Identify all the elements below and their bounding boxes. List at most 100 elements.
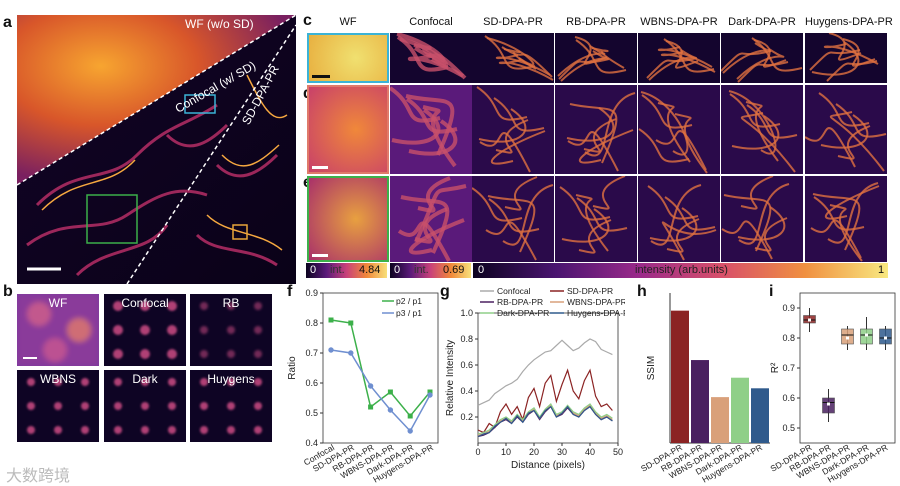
panel-b-image-wf — [17, 294, 99, 366]
cb-confocal-min: 0 — [394, 264, 401, 276]
chart-f-ytick-label: 0.7 — [305, 348, 318, 358]
chart-h: SSIMSD-DPA-PRRB-DPA-PRWBNS-DPA-PRDark-DP… — [639, 293, 770, 485]
panel-b-image-rb — [190, 294, 272, 366]
chart-f-ylabel: Ratio — [287, 356, 298, 380]
chart-g-ytick-label: 0.8 — [460, 334, 473, 344]
chart-i-mean — [808, 318, 811, 322]
chart-i-ytick-label: 0.7 — [782, 363, 795, 373]
chart-f-point — [348, 320, 354, 326]
cb-main-min: 0 — [478, 264, 485, 276]
chart-i-mean — [884, 336, 887, 340]
chart-f-series-line — [330, 319, 431, 418]
tile-row2-wbns-dpa-pr — [638, 176, 720, 262]
panel-b-image-dark — [104, 370, 186, 442]
column-header-dark-dpa-pr: Dark-DPA-PR — [728, 16, 796, 28]
chart-h-bar — [691, 360, 709, 443]
panel-label-g: g — [440, 283, 450, 300]
tile-row2-wf — [307, 176, 389, 262]
chart-g-xlabel: Distance (pixels) — [511, 460, 585, 471]
cb-confocal-label: int. — [414, 264, 429, 276]
panel-b-image-confocal — [104, 294, 186, 366]
chart-f-legend-label: p3 / p1 — [396, 308, 422, 318]
chart-i-mean — [865, 333, 868, 337]
chart-g-ytick-label: 0.2 — [460, 412, 473, 422]
tile-row0-dark-dpa-pr — [721, 33, 803, 83]
chart-i-ytick-label: 0.9 — [782, 303, 795, 313]
panel-label-c: c — [303, 12, 312, 29]
panel-label-i: i — [769, 283, 774, 300]
cb-main-max: 1 — [878, 264, 885, 276]
tile-row0-sd-dpa-pr — [472, 33, 554, 83]
chart-f-point — [407, 413, 413, 419]
chart-g-series-line — [477, 338, 613, 406]
chart-g-xtick-label: 30 — [557, 447, 567, 457]
chart-f-frame — [322, 292, 439, 444]
tile-row2-sd-dpa-pr — [472, 176, 554, 262]
chart-f-ytick-label: 0.8 — [305, 318, 318, 328]
tile-row2-confocal — [390, 176, 472, 262]
chart-g-xtick-label: 40 — [585, 447, 595, 457]
chart-i-ytick-label: 0.8 — [782, 333, 795, 343]
chart-i-mean — [846, 336, 849, 340]
panel-b-label: WF — [48, 296, 68, 310]
chart-h-bar — [731, 377, 749, 443]
cb-confocal-max: 0.69 — [443, 264, 465, 276]
chart-g-legend-label: Huygens-DPA-PR — [567, 308, 625, 318]
panel-b-label: Confocal — [121, 296, 169, 310]
column-header-rb-dpa-pr: RB-DPA-PR — [566, 16, 626, 28]
tile-row1-wbns-dpa-pr — [638, 85, 720, 174]
chart-g-ytick-label: 0.6 — [460, 360, 473, 370]
tile-row2-huygens-dpa-pr — [805, 176, 887, 262]
chart-g-series-line — [477, 405, 613, 438]
chart-i-mean — [827, 402, 830, 406]
column-header-huygens-dpa-pr: Huygens-DPA-PR — [805, 16, 893, 28]
tile-row1-confocal — [390, 85, 472, 174]
chart-i-ytick-label: 0.5 — [782, 423, 795, 433]
column-header-sd-dpa-pr: SD-DPA-PR — [483, 16, 543, 28]
chart-h-bar — [711, 397, 729, 443]
chart-f-series-line — [330, 349, 431, 433]
chart-i: 0.50.60.70.80.9R²SD-DPA-PRRB-DPA-PRWBNS-… — [770, 292, 896, 485]
chart-f-point — [427, 389, 433, 395]
cb-main-label: intensity (arb.units) — [635, 264, 728, 276]
chart-f-ytick-label: 0.5 — [305, 408, 318, 418]
chart-g-series-line — [477, 368, 613, 434]
panel-b-label: Dark — [132, 372, 158, 386]
tile-row2-rb-dpa-pr — [555, 176, 637, 262]
tile-row0-wf — [307, 33, 389, 83]
chart-g-legend-label: Confocal — [497, 286, 531, 296]
chart-f: 0.40.50.60.70.80.9RatioConfocalSD-DPA-PR… — [287, 288, 439, 485]
chart-g-ytick-label: 1.0 — [460, 308, 473, 318]
column-header-wbns-dpa-pr: WBNS-DPA-PR — [640, 16, 718, 28]
cb-wf-label: int. — [330, 264, 345, 276]
tile-row0-huygens-dpa-pr — [805, 33, 887, 83]
chart-h-ylabel: SSIM — [646, 356, 657, 380]
chart-f-point — [407, 428, 413, 434]
tile-row1-dark-dpa-pr — [721, 85, 803, 174]
colorbar-wf — [306, 263, 387, 278]
chart-g-xtick-label: 10 — [501, 447, 511, 457]
chart-h-bar — [671, 310, 689, 443]
chart-f-point — [368, 404, 374, 410]
chart-g-ytick-label: 0.4 — [460, 386, 473, 396]
column-header-wf: WF — [339, 16, 357, 28]
chart-g-frame — [477, 312, 619, 444]
colorbar-confocal — [390, 263, 471, 278]
cb-wf-min: 0 — [310, 264, 317, 276]
tile-row1-huygens-dpa-pr — [805, 85, 887, 174]
chart-f-point — [328, 317, 334, 323]
chart-f-point — [427, 392, 433, 398]
tile-row1-sd-dpa-pr — [472, 85, 554, 174]
chart-i-ylabel: R² — [770, 362, 781, 373]
colorbar-main — [473, 263, 888, 278]
chart-g-legend-label: SD-DPA-PR — [567, 286, 613, 296]
panel-b-label: RB — [222, 296, 240, 310]
chart-f-ytick-label: 0.9 — [305, 288, 318, 298]
panel-a-image — [17, 15, 296, 284]
chart-g-series-line — [477, 403, 613, 435]
panel-b-image-wbns — [17, 370, 99, 442]
panel-label-h: h — [637, 283, 647, 300]
chart-f-ytick-label: 0.4 — [305, 438, 318, 448]
watermark: 大数跨境 — [6, 468, 71, 485]
chart-g-xtick-label: 20 — [529, 447, 539, 457]
